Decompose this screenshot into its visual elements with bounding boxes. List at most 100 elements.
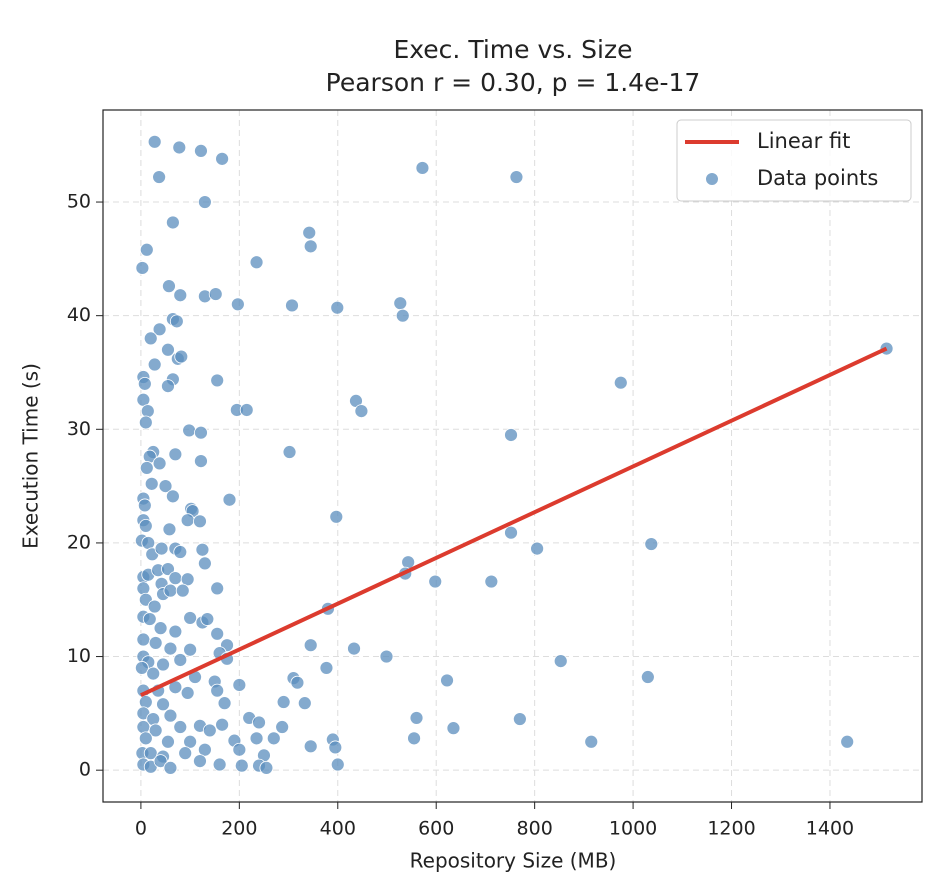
data-point bbox=[148, 723, 163, 738]
data-point bbox=[509, 170, 524, 184]
data-point bbox=[139, 461, 154, 475]
data-point bbox=[217, 696, 232, 711]
y-tick-label: 40 bbox=[67, 304, 91, 326]
data-point bbox=[134, 661, 149, 675]
data-point bbox=[161, 562, 175, 576]
data-point bbox=[303, 739, 318, 754]
data-point bbox=[138, 518, 153, 533]
data-point bbox=[153, 621, 168, 636]
data-point bbox=[259, 761, 274, 775]
data-point bbox=[553, 654, 568, 669]
data-point bbox=[266, 731, 281, 746]
data-point bbox=[136, 581, 151, 596]
data-point bbox=[232, 742, 247, 757]
data-point bbox=[175, 583, 190, 598]
chart-title: Exec. Time vs. Size bbox=[393, 35, 632, 64]
data-point bbox=[147, 134, 162, 149]
x-tick-label: 600 bbox=[418, 818, 454, 840]
data-point bbox=[165, 215, 180, 230]
y-tick-label: 10 bbox=[67, 645, 91, 667]
data-point bbox=[180, 686, 195, 700]
data-point bbox=[144, 476, 159, 491]
data-point bbox=[158, 479, 173, 494]
data-point bbox=[147, 357, 162, 372]
data-point bbox=[282, 445, 297, 459]
data-point bbox=[210, 581, 225, 596]
data-point bbox=[285, 298, 299, 313]
data-point bbox=[169, 314, 184, 329]
data-point bbox=[512, 712, 527, 726]
data-point bbox=[195, 542, 210, 557]
data-point bbox=[303, 638, 318, 653]
data-point bbox=[135, 261, 150, 275]
data-point bbox=[232, 678, 247, 692]
y-tick-label: 0 bbox=[79, 759, 91, 781]
data-point bbox=[163, 583, 178, 598]
x-tick-label: 0 bbox=[135, 818, 147, 840]
data-point bbox=[138, 731, 153, 746]
data-point bbox=[162, 522, 177, 537]
x-tick-label: 800 bbox=[517, 818, 553, 840]
data-point bbox=[330, 757, 345, 772]
legend-label: Linear fit bbox=[757, 129, 850, 153]
data-point bbox=[584, 734, 599, 749]
data-point bbox=[168, 571, 183, 586]
data-point bbox=[197, 556, 212, 571]
data-point bbox=[148, 636, 163, 650]
data-point bbox=[644, 537, 659, 551]
data-point bbox=[194, 425, 208, 440]
data-point bbox=[208, 287, 223, 301]
data-point bbox=[319, 661, 334, 675]
data-point bbox=[640, 670, 655, 684]
data-point bbox=[197, 742, 212, 757]
data-point bbox=[180, 513, 195, 528]
chart-subtitle: Pearson r = 0.30, p = 1.4e-17 bbox=[326, 68, 701, 97]
data-point bbox=[215, 717, 230, 732]
data-point bbox=[136, 632, 151, 647]
y-tick-label: 20 bbox=[67, 531, 91, 553]
data-point bbox=[138, 695, 153, 709]
data-point bbox=[297, 696, 312, 711]
data-point bbox=[328, 740, 343, 755]
data-point bbox=[142, 612, 157, 626]
data-point bbox=[173, 545, 188, 559]
data-point bbox=[168, 624, 183, 639]
data-point bbox=[484, 574, 499, 589]
data-point bbox=[330, 300, 345, 315]
data-point bbox=[163, 761, 178, 775]
data-point bbox=[212, 757, 227, 772]
data-point bbox=[234, 758, 249, 773]
data-point bbox=[140, 404, 155, 419]
data-point bbox=[143, 331, 158, 346]
data-point bbox=[239, 403, 254, 417]
data-point bbox=[613, 375, 628, 390]
data-point bbox=[174, 349, 189, 364]
data-point bbox=[302, 225, 317, 240]
data-point bbox=[136, 720, 151, 734]
data-point bbox=[156, 657, 170, 672]
data-point bbox=[840, 734, 855, 749]
data-point bbox=[165, 489, 180, 504]
data-point bbox=[172, 140, 187, 155]
data-point bbox=[215, 151, 230, 166]
data-point bbox=[354, 404, 369, 419]
x-tick-label: 1000 bbox=[609, 818, 657, 840]
data-point bbox=[161, 342, 175, 357]
y-tick-label: 50 bbox=[67, 191, 91, 213]
data-point bbox=[168, 447, 183, 462]
legend-label: Data points bbox=[757, 166, 878, 190]
data-point bbox=[194, 144, 208, 158]
data-point bbox=[222, 492, 237, 507]
data-point bbox=[210, 683, 225, 698]
x-tick-label: 1200 bbox=[707, 818, 755, 840]
data-point bbox=[183, 611, 198, 625]
data-point bbox=[275, 720, 290, 734]
x-axis-label: Repository Size (MB) bbox=[410, 849, 617, 873]
data-point bbox=[440, 673, 454, 688]
data-point bbox=[252, 715, 266, 730]
fit-line bbox=[140, 346, 888, 698]
data-point bbox=[163, 708, 178, 723]
y-axis-label: Execution Time (s) bbox=[19, 363, 43, 549]
data-point bbox=[139, 242, 154, 257]
data-point bbox=[163, 641, 178, 656]
